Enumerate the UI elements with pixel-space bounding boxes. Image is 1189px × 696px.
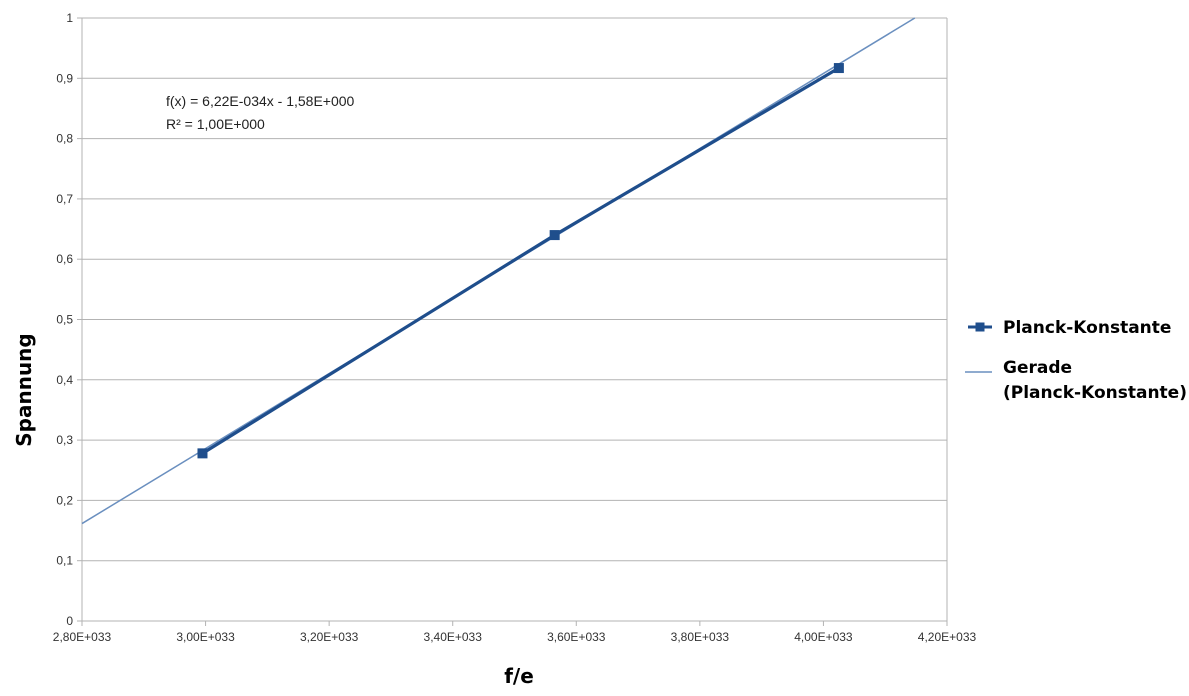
trendline-equation: f(x) = 6,22E-034x - 1,58E+000 (166, 93, 355, 109)
y-tick-label: 0,8 (56, 132, 73, 146)
y-tick-label: 0 (66, 614, 73, 628)
y-tick-label: 0,7 (56, 192, 73, 206)
series-line-planck (201, 66, 840, 455)
x-tick-label: 2,80E+033 (53, 630, 112, 644)
legend-item-planck: Planck-Konstante (968, 318, 1171, 338)
y-tick-label: 1 (66, 11, 73, 25)
x-tick-label: 4,20E+033 (918, 630, 977, 644)
legend-label-gerade-line1: Gerade (1003, 358, 1072, 378)
y-tick-label: 0,3 (56, 433, 73, 447)
grid-layer (82, 17, 947, 622)
annotation-layer: f(x) = 6,22E-034x - 1,58E+000 R² = 1,00E… (166, 93, 355, 132)
data-point-marker (833, 63, 844, 74)
x-tick-label: 4,00E+033 (794, 630, 853, 644)
x-tick-label: 3,80E+033 (671, 630, 730, 644)
data-point-marker (197, 448, 208, 459)
data-point-marker (549, 230, 560, 241)
y-tick-label: 0,4 (56, 373, 73, 387)
y-tick-label: 0,6 (56, 252, 73, 266)
x-axis-title: f/e (504, 664, 534, 688)
y-tick-label: 0,9 (56, 71, 73, 85)
legend-label-gerade-line2: (Planck-Konstante) (1003, 383, 1187, 403)
legend-swatch-marker (975, 322, 985, 332)
y-tick-label: 0,2 (56, 493, 73, 507)
x-tick-label: 3,40E+033 (424, 630, 483, 644)
legend-item-gerade: Gerade (Planck-Konstante) (965, 358, 1187, 403)
ticks-layer: 0 0,1 0,2 0,3 0,4 0,5 0,6 0,7 0,8 0,9 1 2,80E+033 3,… (53, 11, 977, 644)
trendline-r-squared: R² = 1,00E+000 (166, 116, 265, 132)
x-tick-label: 3,00E+033 (176, 630, 235, 644)
y-axis-title: Spannung (12, 333, 36, 447)
x-tick-label: 3,60E+033 (547, 630, 606, 644)
series-layer (81, 17, 916, 525)
x-tick-label: 3,20E+033 (300, 630, 359, 644)
legend: Planck-Konstante Gerade (Planck-Konstant… (965, 318, 1187, 403)
y-tick-label: 0,5 (56, 313, 73, 327)
y-tick-label: 0,1 (56, 554, 73, 568)
legend-label-planck: Planck-Konstante (1003, 318, 1171, 338)
